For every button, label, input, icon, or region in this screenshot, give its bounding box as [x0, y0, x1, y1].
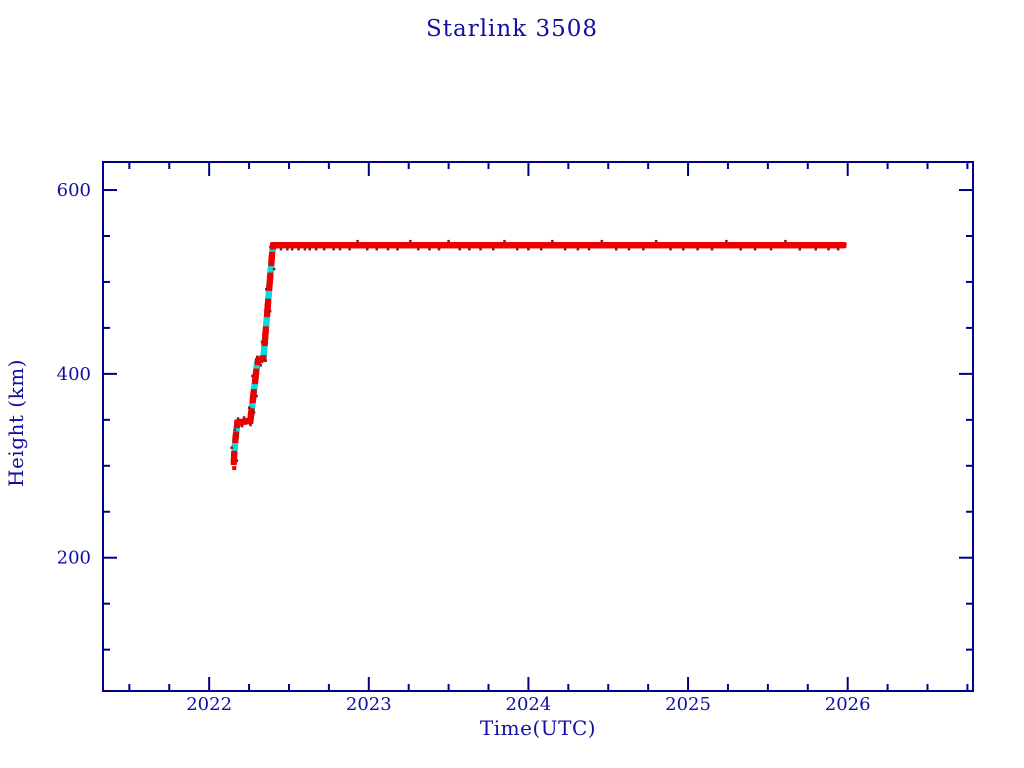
x-tick-label: 2026 — [825, 694, 871, 715]
isolated-red-dots — [232, 242, 847, 471]
y-tick-label: 200 — [57, 548, 91, 569]
x-axis-label: Time(UTC) — [479, 716, 597, 740]
plot-border — [102, 161, 974, 692]
y-tick-label: 400 — [57, 364, 91, 385]
axis-ticks — [103, 162, 973, 691]
x-tick-label: 2022 — [186, 694, 232, 715]
x-tick-label: 2025 — [665, 694, 711, 715]
y-axis-label: Height (km) — [4, 359, 28, 487]
x-tick-label: 2023 — [346, 694, 392, 715]
dark-mark-series — [230, 239, 840, 463]
y-tick-label: 600 — [57, 180, 91, 201]
chart-title: Starlink 3508 — [425, 16, 598, 42]
red-series — [230, 242, 846, 466]
tick-labels: 2022 2023 2024 2025 2026 200 400 600 — [57, 180, 871, 715]
x-tick-label: 2024 — [506, 694, 552, 715]
